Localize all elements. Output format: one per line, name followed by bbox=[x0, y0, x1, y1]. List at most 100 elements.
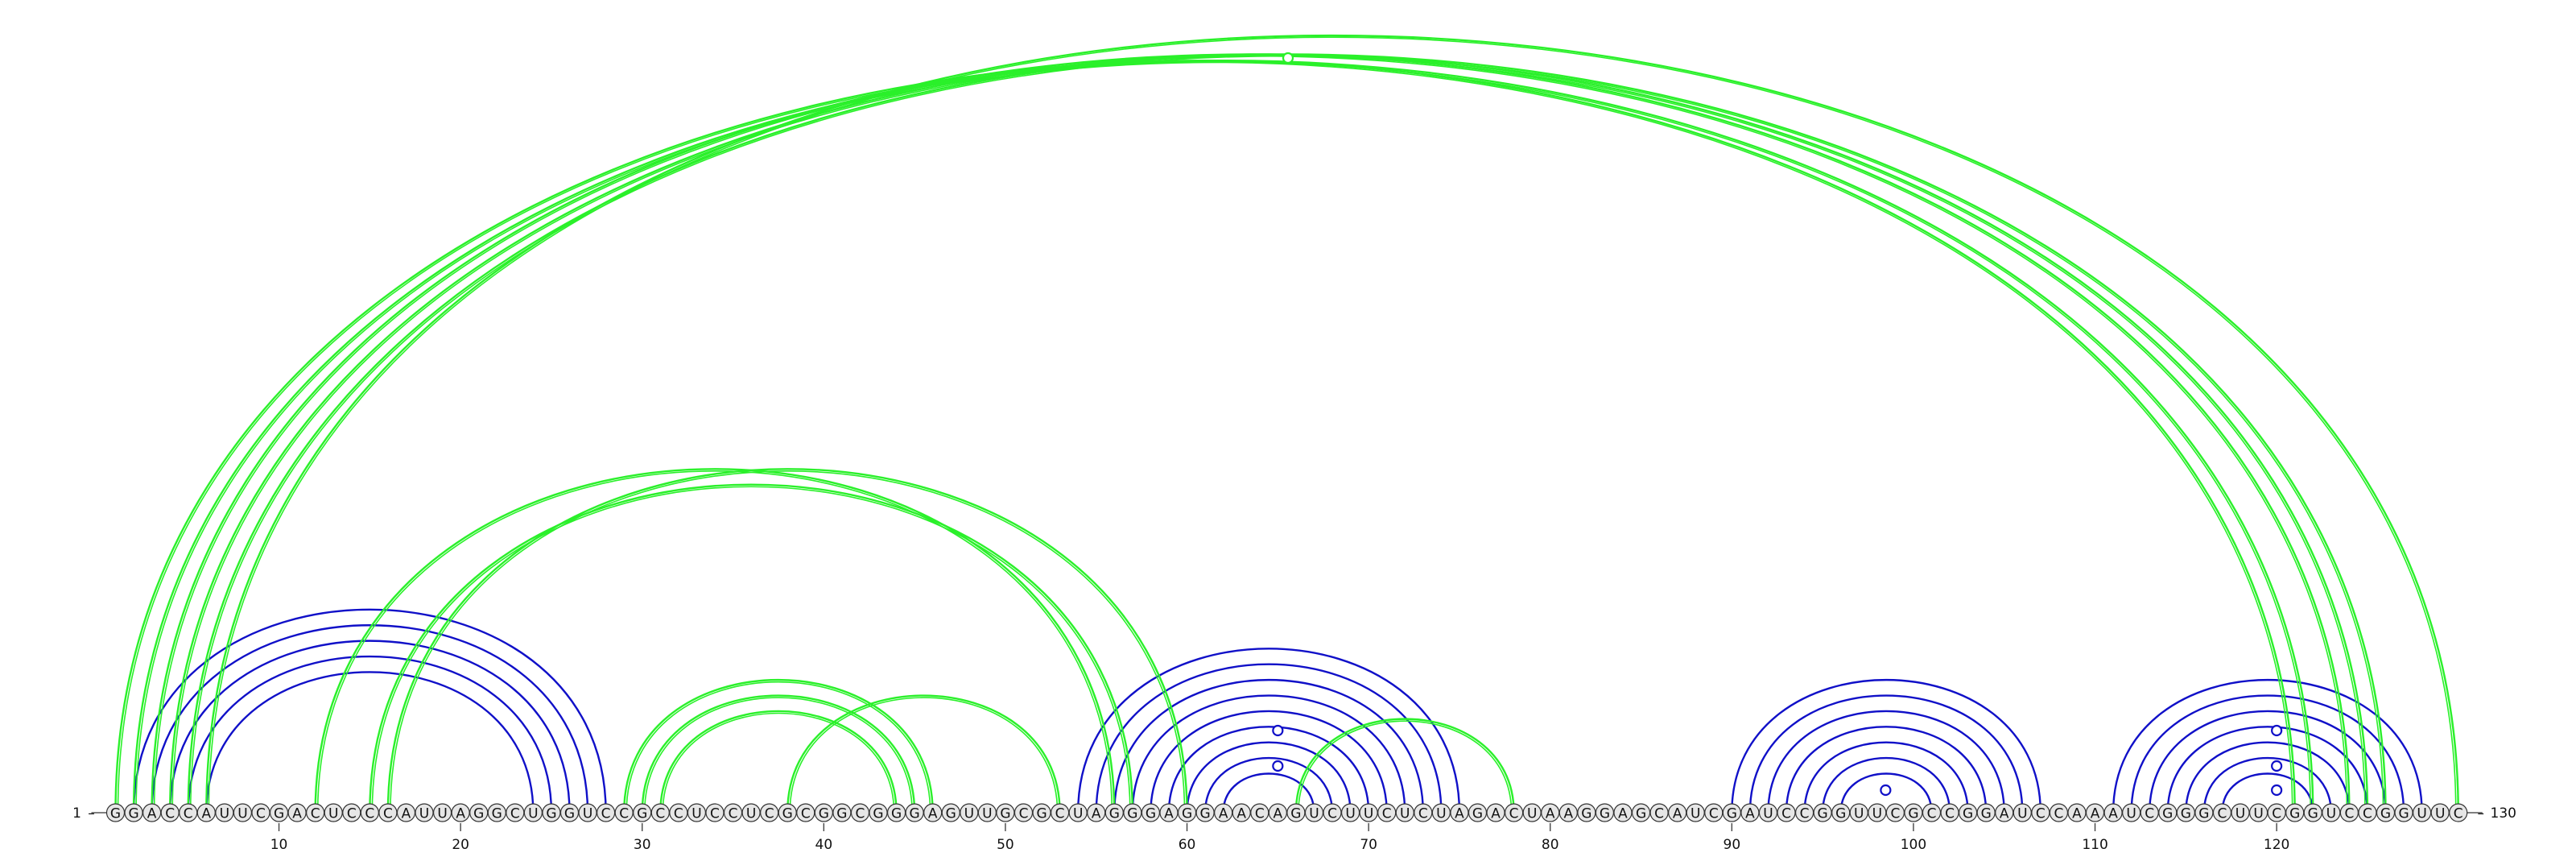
nucleotide-letter: A bbox=[1745, 806, 1755, 822]
nucleotide-letter: C bbox=[1418, 806, 1428, 822]
nucleotide: C bbox=[2212, 803, 2232, 822]
loop-marker-icon bbox=[2271, 760, 2283, 772]
nucleotide-letter: A bbox=[928, 806, 938, 822]
nucleotide-letter: U bbox=[1400, 806, 1410, 822]
nucleotide: A bbox=[1087, 803, 1106, 822]
nucleotide-letter: A bbox=[1455, 806, 1464, 822]
nucleotide: C bbox=[1051, 803, 1070, 822]
nucleotide: A bbox=[2067, 803, 2087, 822]
blue-base-pair-arc bbox=[1767, 710, 2005, 814]
nucleotide-letter: G bbox=[1835, 806, 1846, 822]
nucleotide-letter: C bbox=[856, 806, 865, 822]
nucleotide-letter: G bbox=[110, 806, 121, 822]
nucleotide: G bbox=[487, 803, 506, 822]
green-base-pair-arc-inner bbox=[390, 470, 1186, 814]
nucleotide: A bbox=[2085, 803, 2105, 822]
nucleotide: U bbox=[578, 803, 597, 822]
nucleotide: C bbox=[1649, 803, 1669, 822]
nucleotide: G bbox=[2158, 803, 2178, 822]
loop-marker-icon bbox=[2271, 724, 2283, 737]
nucleotide-letter: U bbox=[1364, 806, 1373, 822]
nucleotide: G bbox=[2394, 803, 2413, 822]
nucleotide: A bbox=[1486, 803, 1505, 822]
nucleotide-letter: U bbox=[1872, 806, 1882, 822]
nucleotide: G bbox=[105, 803, 126, 822]
nucleotide-letter: A bbox=[1219, 806, 1228, 822]
nucleotide-letter: C bbox=[765, 806, 774, 822]
blue-base-pair-arc bbox=[2202, 757, 2333, 814]
blue-base-pair-arc bbox=[1839, 772, 1933, 814]
green-base-pair-arc-inner bbox=[789, 697, 1059, 814]
nucleotide-letter: G bbox=[1109, 806, 1120, 822]
nucleotide: G bbox=[2285, 803, 2305, 822]
nucleotide-letter: C bbox=[674, 806, 683, 822]
nucleotide: U bbox=[1849, 803, 1868, 822]
nucleotide: A bbox=[396, 803, 416, 822]
tick-label: 30 bbox=[634, 837, 651, 853]
nucleotide: G bbox=[269, 803, 289, 822]
nucleotide-letter: G bbox=[564, 806, 575, 822]
green-base-pair-arc bbox=[641, 694, 916, 814]
nucleotide-letter: C bbox=[729, 806, 738, 822]
blue-base-pair-arc bbox=[2221, 772, 2314, 814]
nucleotide: U bbox=[2231, 803, 2250, 822]
blue-base-pair-arc bbox=[2130, 694, 2405, 814]
nucleotide: G bbox=[1195, 803, 1215, 822]
tick-layer: 10 20 30 40 50 60 70 80 90 100 110 120 bbox=[270, 823, 2289, 853]
nucleotide: G bbox=[996, 803, 1015, 822]
nucleotide: C bbox=[251, 803, 270, 822]
nucleotide: U bbox=[1304, 803, 1324, 822]
nucleotide: U bbox=[2013, 803, 2032, 822]
green-base-pair-arc bbox=[369, 483, 1134, 814]
blue-base-pair-arc bbox=[1131, 694, 1406, 814]
blue-base-pair-arc bbox=[2166, 726, 2369, 814]
blue-base-pair-arc bbox=[1731, 679, 2042, 814]
nucleotide-letter: C bbox=[2344, 806, 2354, 822]
nucleotide-letter: G bbox=[891, 806, 902, 822]
nucleotide: G bbox=[886, 803, 906, 822]
nucleotide-letter: U bbox=[328, 806, 338, 822]
start-dash: – bbox=[88, 805, 95, 822]
nucleotide: C bbox=[614, 803, 634, 822]
nucleotide: A bbox=[287, 803, 307, 822]
nucleotide-letter: C bbox=[1382, 806, 1392, 822]
nucleotide-letter: G bbox=[1581, 806, 1591, 822]
nucleotide-letter: A bbox=[292, 806, 302, 822]
loop-marker-icon bbox=[1272, 724, 1284, 737]
nucleotide-letter: C bbox=[1781, 806, 1791, 822]
green-base-pair-arc bbox=[622, 679, 934, 814]
nucleotide-letter: G bbox=[2162, 806, 2173, 822]
nucleotide-letter: G bbox=[946, 806, 956, 822]
nucleotide: A bbox=[1995, 803, 2014, 822]
green-base-pair-arc-inner bbox=[208, 36, 2457, 814]
blue-base-pair-arc bbox=[1748, 694, 2024, 814]
nucleotide-letter: G bbox=[2181, 806, 2191, 822]
green-base-pair-arc-inner bbox=[643, 697, 913, 814]
green-base-pair-arc-inner bbox=[171, 55, 2366, 814]
nucleotide-letter: U bbox=[1436, 806, 1446, 822]
nucleotide: A bbox=[1268, 803, 1287, 822]
green-base-pair-arc bbox=[786, 694, 1061, 814]
nucleotide: C bbox=[1794, 803, 1814, 822]
nucleotide: G bbox=[814, 803, 833, 822]
nucleotide: G bbox=[1595, 803, 1615, 822]
nucleotide-letter: C bbox=[2218, 806, 2227, 822]
start-position-label: 1 bbox=[72, 805, 81, 822]
nucleotide-letter: U bbox=[2235, 806, 2245, 822]
nucleotide-letter: C bbox=[2036, 806, 2046, 822]
nucleotide: U bbox=[1522, 803, 1542, 822]
nucleotide-letter: G bbox=[1200, 806, 1211, 822]
green-base-pair-arc bbox=[151, 53, 2351, 814]
nucleotide-letter: G bbox=[492, 806, 502, 822]
nucleotide-letter: U bbox=[237, 806, 247, 822]
blue-base-pair-arc bbox=[1203, 757, 1334, 814]
nucleotide-letter: C bbox=[365, 806, 374, 822]
nucleotide-letter: C bbox=[2454, 806, 2463, 822]
nucleotide-letter: C bbox=[2054, 806, 2063, 822]
nucleotide: G bbox=[542, 803, 561, 822]
nucleotide-letter: C bbox=[2145, 806, 2154, 822]
nucleotide-letter: A bbox=[2072, 806, 2082, 822]
nucleotide-letter: G bbox=[637, 806, 647, 822]
nucleotide: G bbox=[559, 803, 580, 822]
nucleotide: C bbox=[1704, 803, 1724, 822]
